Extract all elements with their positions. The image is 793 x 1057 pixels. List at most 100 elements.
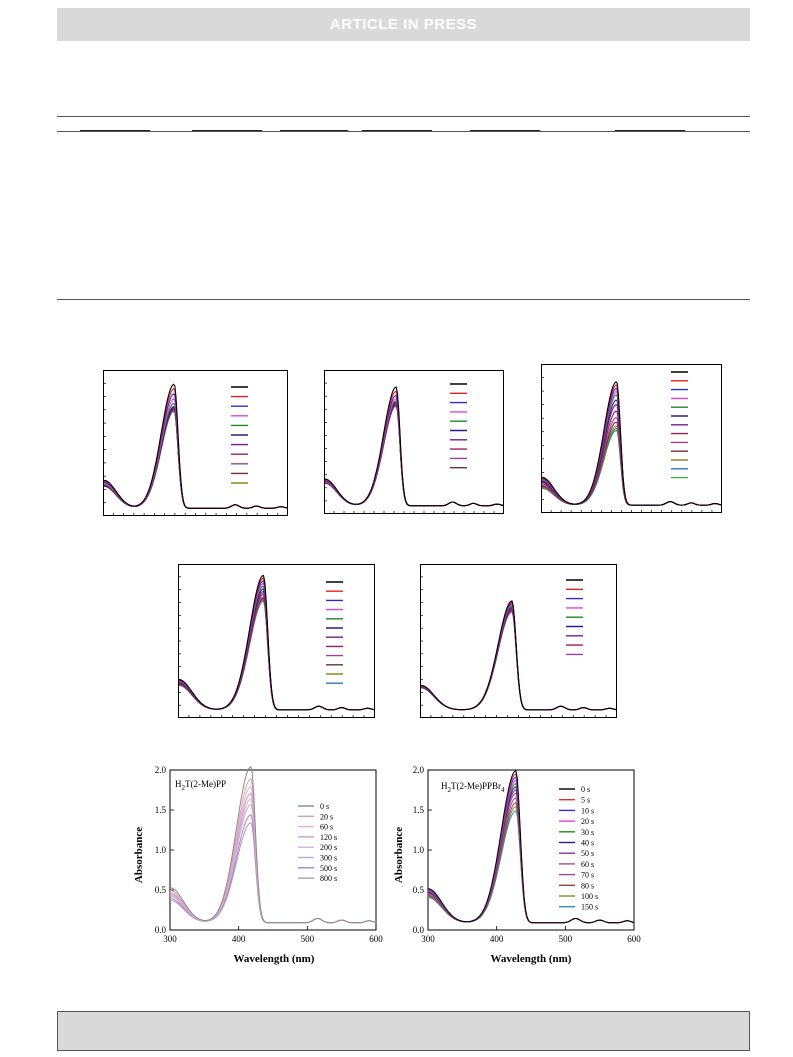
x-tick-label: 400 [490, 934, 504, 944]
y-tick-label: 1.5 [155, 805, 167, 815]
legend-label: 200 s [320, 843, 337, 852]
legend-label: 150 s [581, 903, 598, 912]
series-line [324, 390, 504, 507]
series-line [427, 773, 635, 924]
panel-f-ylabel: Absorbance [133, 827, 145, 883]
footer-citation-box [57, 1011, 750, 1051]
series-line [427, 776, 635, 924]
legend-label: 500 s [320, 864, 337, 873]
series-line [178, 596, 375, 711]
legend-label: 20 s [320, 812, 333, 821]
legend-label: 40 s [581, 839, 594, 848]
series-line [541, 384, 722, 506]
series-line [324, 398, 504, 507]
series-line [103, 383, 288, 509]
series-line [103, 402, 288, 509]
plot-frame [103, 370, 288, 516]
series-line [103, 393, 288, 509]
series-line [420, 601, 617, 711]
series-line [541, 387, 722, 506]
legend-label: 60 s [320, 823, 333, 832]
series-line [420, 600, 617, 711]
panel-g-xlabel: Wavelength (nm) [491, 953, 572, 965]
x-tick-label: 600 [627, 934, 641, 944]
legend-label: 10 s [581, 806, 594, 815]
series-line [178, 580, 375, 711]
series-line [103, 388, 288, 509]
series-line [541, 381, 722, 506]
x-tick-label: 300 [163, 934, 177, 944]
series-line [178, 600, 375, 711]
legend-label: 70 s [581, 871, 594, 880]
series-line [103, 408, 288, 509]
series-line [541, 416, 722, 506]
legend-label: 800 s [320, 874, 337, 883]
table-top-rule [57, 116, 750, 117]
series-line [103, 408, 288, 509]
y-tick-label: 0.5 [413, 885, 425, 895]
series-line [169, 786, 377, 924]
column-rule [280, 130, 348, 131]
y-tick-label: 0.0 [413, 925, 425, 935]
series-line [541, 421, 722, 506]
panel-f-annotation: H2T(2-Me)PP [175, 779, 226, 792]
legend-label: 300 s [320, 854, 337, 863]
series-line [427, 802, 635, 924]
chart-panel-c [541, 364, 722, 513]
series-line [169, 803, 377, 924]
series-line [178, 590, 375, 711]
series-line [324, 400, 504, 507]
series-line [427, 792, 635, 924]
series-line [427, 786, 635, 924]
series-line [541, 394, 722, 506]
series-line [541, 399, 722, 506]
plot-frame [427, 769, 635, 931]
column-rule [615, 130, 685, 131]
table-header-rule [57, 131, 750, 132]
series-line [427, 770, 635, 924]
x-tick-label: 500 [301, 934, 315, 944]
series-line [324, 404, 504, 507]
series-line [541, 429, 722, 506]
plot-frame [178, 564, 375, 718]
series-line [178, 577, 375, 711]
series-line [178, 593, 375, 711]
legend-label: 5 s [581, 796, 590, 805]
series-line [178, 582, 375, 711]
series-line [178, 574, 375, 711]
series-line [324, 386, 504, 507]
y-tick-label: 1.0 [413, 845, 425, 855]
series-line [420, 607, 617, 711]
plot-frame [420, 564, 617, 718]
y-tick-label: 1.0 [155, 845, 167, 855]
series-line [541, 427, 722, 506]
series-line [324, 401, 504, 507]
series-line [103, 405, 288, 509]
plot-frame [169, 769, 377, 931]
panel-g-ylabel: Absorbance [393, 827, 405, 883]
series-line [427, 789, 635, 924]
plot-frame [324, 370, 504, 514]
panel-f-xlabel: Wavelength (nm) [234, 953, 315, 965]
series-line [103, 407, 288, 509]
series-line [103, 410, 288, 509]
series-line [427, 810, 635, 924]
legend-label: 100 s [581, 892, 598, 901]
legend-label: 0 s [320, 802, 329, 811]
legend-label: 60 s [581, 860, 594, 869]
series-line [420, 605, 617, 711]
series-line [103, 398, 288, 509]
series-line [324, 402, 504, 507]
series-line [541, 425, 722, 506]
series-line [178, 598, 375, 711]
series-line [169, 778, 377, 924]
series-line [169, 814, 377, 924]
legend-label: 20 s [581, 817, 594, 826]
series-line [420, 608, 617, 711]
series-line [420, 609, 617, 711]
chart-panel-a [103, 370, 288, 516]
series-line [169, 766, 377, 924]
panel-g-annotation: H2T(2-Me)PPBr4 [441, 781, 505, 794]
article-in-press-banner: ARTICLE IN PRESS [57, 8, 750, 41]
x-tick-label: 500 [559, 934, 573, 944]
